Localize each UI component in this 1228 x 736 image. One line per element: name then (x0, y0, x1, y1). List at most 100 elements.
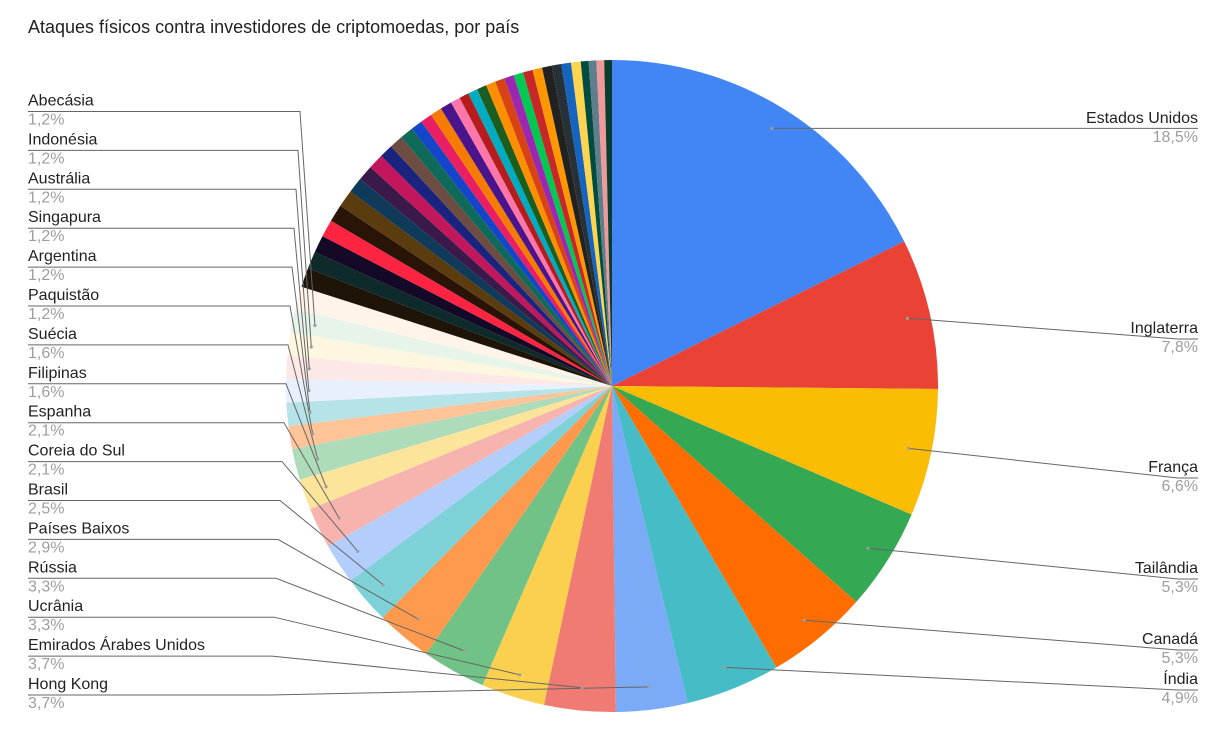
leader-dot-filipinas (324, 485, 328, 489)
slice-label-value-canada: 5,3% (1162, 650, 1198, 667)
leader-line-indonesia (28, 149, 312, 348)
pie-slice-unlabeled (322, 220, 612, 386)
pie-slice-unlabeled (411, 121, 612, 386)
leader-line-hong-kong (28, 686, 650, 696)
pie-slice-austr-lia (286, 355, 612, 386)
leader-line-paises-baixos (28, 538, 419, 620)
leader-dot-russia (463, 649, 467, 653)
slice-label-value-franca: 6,6% (1162, 478, 1198, 495)
slice-label-value-paquistao: 1,2% (28, 306, 64, 323)
pie-slice-unlabeled (588, 60, 612, 386)
leader-dot-franca (907, 446, 911, 450)
leader-line-russia (28, 577, 465, 652)
slice-label-name-india: Índia (1163, 669, 1198, 688)
pie-slice-canad- (612, 386, 857, 668)
pie-slice-unlabeled (486, 81, 612, 386)
pie-slice-pa-ses-baixos (382, 386, 612, 654)
pie-slice-unlabeled (523, 69, 612, 386)
pie-slice-unlabeled (314, 236, 612, 386)
slice-label-value-brasil: 2,5% (28, 501, 64, 518)
slice-label-name-paises-baixos: Países Baixos (28, 520, 129, 537)
pie-slice-unlabeled (504, 75, 612, 387)
leader-dot-brasil (381, 583, 385, 587)
pie-slice-unlabeled (381, 146, 612, 386)
pie-slice-brasil (350, 386, 612, 618)
slice-label-name-australia: Austrália (28, 170, 90, 187)
leader-dot-suecia (316, 457, 320, 461)
leader-line-espanha (28, 422, 340, 519)
pie-slice-unlabeled (295, 286, 612, 386)
slice-label-name-espanha: Espanha (28, 404, 91, 421)
pie-slice-inglaterra (612, 241, 939, 389)
slice-label-value-espanha: 2,1% (28, 423, 64, 440)
pie-slice-r-ssia (426, 386, 612, 686)
pie-slice-unlabeled (370, 155, 612, 386)
slice-label-value-inglaterra: 7,8% (1162, 339, 1198, 356)
pie-slice-unlabeled (580, 60, 612, 386)
leader-line-canada (804, 619, 1198, 651)
leader-dot-inglaterra (905, 316, 910, 320)
leader-line-coreia-do-sul (28, 461, 359, 552)
slice-label-name-indonesia: Indonésia (28, 131, 97, 148)
pie-slice-unlabeled (532, 67, 612, 386)
pie-slice-unlabeled (551, 63, 612, 386)
leader-dot-australia (307, 367, 311, 371)
slice-label-name-tailandia: Tailândia (1135, 560, 1198, 577)
pie-slice-unlabeled (570, 61, 612, 386)
pie-slice-unlabeled (513, 72, 612, 387)
slice-label-value-suecia: 1,6% (28, 345, 64, 362)
pie-slice-singapura (285, 379, 612, 403)
leader-dot-india (723, 665, 727, 670)
slice-label-value-filipinas: 1,6% (28, 384, 64, 401)
slice-label-value-singapura: 1,2% (28, 228, 64, 245)
leader-line-singapura (28, 227, 310, 391)
slice-label-name-canada: Canadá (1142, 631, 1198, 648)
pie-slice-unlabeled (307, 252, 612, 386)
leader-dot-hong-kong (647, 685, 651, 689)
slice-label-name-ucrania: Ucrânia (28, 598, 83, 615)
slice-label-value-hong-kong: 3,7% (28, 695, 64, 712)
pie-slice-unlabeled (391, 137, 612, 386)
leader-dot-estados-unidos (770, 126, 774, 130)
leader-line-abecasia (28, 111, 316, 326)
leader-line-emirados-arabes-unidos (28, 655, 583, 689)
slice-label-value-coreia-do-sul: 2,1% (28, 462, 64, 479)
pie-slice--ndia (612, 386, 777, 704)
leader-dot-paises-baixos (416, 617, 420, 621)
slice-label-name-argentina: Argentina (28, 248, 97, 265)
pie-slice-filipinas (299, 386, 612, 510)
leader-line-ucrania (28, 616, 520, 676)
leader-dot-ucrania (518, 673, 522, 677)
pie-slice-unlabeled (330, 205, 612, 386)
pie-slice-unlabeled (350, 179, 612, 386)
slice-label-name-singapura: Singapura (28, 209, 101, 226)
slice-label-value-estados-unidos: 18,5% (1153, 129, 1198, 146)
pie-slice-unlabeled (561, 62, 612, 387)
slice-label-name-filipinas: Filipinas (28, 365, 87, 382)
pie-slice-coreia-do-sul (328, 386, 612, 581)
slice-labels: Estados Unidos 18,5% Inglaterra 7,8% França 6… (28, 93, 1198, 712)
leader-dot-indonesia (309, 345, 313, 349)
pie-slice-estados-unidos (612, 60, 905, 386)
leader-line-tailandia (868, 547, 1198, 580)
pie-slice-tail-ndia (612, 386, 912, 602)
leader-dot-espanha (337, 516, 341, 520)
pie-slice-unlabeled (477, 85, 612, 386)
pie-slice-su-cia (292, 386, 612, 480)
pie-slice-unlabeled (360, 167, 612, 386)
pie-slice-unlabeled (450, 97, 612, 386)
leader-line-filipinas (28, 383, 327, 488)
slice-label-name-abecasia: Abecásia (28, 93, 94, 110)
leader-dot-coreia-do-sul (356, 549, 360, 553)
leader-dot-paquistao (311, 432, 315, 436)
leader-dot-argentina (308, 410, 312, 414)
leader-line-india (724, 666, 1198, 691)
pie-slice-abec-sia (290, 309, 612, 386)
pie-slice-paquist-o (288, 386, 612, 450)
pie-slice-unlabeled (421, 114, 612, 387)
pie-slice-unlabeled (604, 59, 612, 387)
pie-slice-unlabeled (430, 108, 612, 386)
slice-label-name-franca: França (1148, 459, 1198, 476)
leader-line-franca (908, 447, 1198, 479)
